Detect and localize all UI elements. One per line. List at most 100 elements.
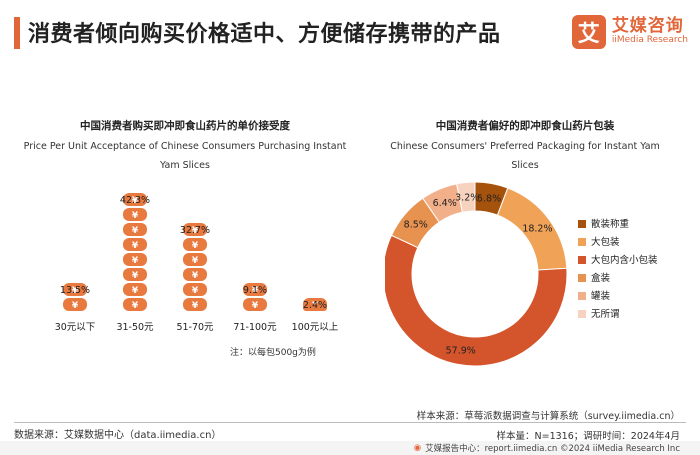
svg-text:¥: ¥	[192, 286, 199, 296]
footer-bar: ◉ 艾媒报告中心：report.iimedia.cn ©2024 iiMedia…	[0, 441, 700, 455]
bar-chart-subtitle: Price Per Unit Acceptance of Chinese Con…	[23, 141, 347, 171]
slice-value-label: 18.2%	[522, 224, 552, 235]
bar-value-label: 9.1%	[243, 285, 267, 296]
donut-slice-2	[385, 234, 568, 367]
svg-text:¥: ¥	[192, 226, 199, 236]
sample-source: 样本来源：草莓派数据调查与计算系统（survey.iimedia.cn）	[416, 411, 680, 422]
legend-label: 无所谓	[591, 308, 620, 320]
slice-value-label: 5.8%	[477, 193, 501, 204]
svg-text:¥: ¥	[192, 271, 199, 281]
footer-divider	[14, 422, 686, 423]
coin-icon: ¥	[183, 268, 207, 281]
svg-text:¥: ¥	[132, 286, 139, 296]
logo-en-text: iiMedia Research	[611, 35, 688, 46]
coin-icon: ¥	[123, 268, 147, 281]
svg-text:¥: ¥	[132, 241, 139, 251]
svg-text:¥: ¥	[132, 196, 139, 206]
page-title: 消费者倾向购买价格适中、方便储存携带的产品	[28, 22, 501, 47]
bar-value-label: 32.7%	[180, 225, 210, 236]
legend-item: 无所谓	[578, 308, 620, 320]
legend-label: 散装称重	[591, 218, 630, 230]
svg-text:¥: ¥	[192, 256, 199, 266]
bar-chart-title-block: 中国消费者购买即冲即食山药片的单价接受度 Price Per Unit Acce…	[20, 118, 350, 175]
sample-info: 样本量：N=1316；调研时间：2024年4月	[496, 431, 680, 442]
report-center-icon: ◉	[413, 443, 422, 453]
coin-icon: ¥	[123, 253, 147, 266]
coin-icon: ¥	[243, 298, 267, 311]
slice-value-label: 57.9%	[446, 346, 476, 357]
bar-value-label: 2.4%	[303, 300, 327, 311]
category-label: 51-70元	[176, 322, 214, 333]
svg-text:¥: ¥	[132, 271, 139, 281]
legend-swatch	[578, 220, 586, 228]
data-source: 数据来源：艾媒数据中心（data.iimedia.cn）	[14, 430, 222, 441]
title-accent-bar	[14, 17, 20, 49]
footer-bar-text: 艾媒报告中心：report.iimedia.cn ©2024 iiMedia R…	[425, 444, 680, 454]
donut-slice-5	[456, 181, 476, 213]
coin-icon: ¥	[183, 253, 207, 266]
legend-item: 大包内含小包装	[578, 254, 658, 266]
coin-icon: ¥	[63, 298, 87, 311]
legend-swatch	[578, 310, 586, 318]
coin-icon: ¥	[123, 238, 147, 251]
bar-chart-note: 注：以每包500g为例	[230, 348, 316, 358]
svg-text:¥: ¥	[72, 301, 79, 311]
slice-value-label: 6.4%	[433, 198, 457, 209]
svg-text:¥: ¥	[252, 301, 259, 311]
coin-icon: ¥	[63, 283, 87, 296]
price-acceptance-bar-chart: ¥¥13.5%30元以下¥¥¥¥¥¥¥¥42.3%31-50元¥¥¥¥¥¥32.…	[55, 193, 339, 333]
coin-icon: ¥	[123, 298, 147, 311]
svg-text:¥: ¥	[132, 301, 139, 311]
coin-icon: ¥	[243, 283, 267, 296]
coin-icon: ¥	[123, 223, 147, 236]
legend-label: 盒装	[591, 272, 611, 284]
legend-item: 散装称重	[578, 218, 630, 230]
bar-0: ¥¥	[63, 283, 87, 311]
svg-text:¥: ¥	[132, 256, 139, 266]
legend-swatch	[578, 238, 586, 246]
svg-text:¥: ¥	[192, 301, 199, 311]
logo-mark-icon: 艾	[571, 15, 606, 49]
coin-icon: ¥	[183, 238, 207, 251]
donut-chart-title-block: 中国消费者偏好的即冲即食山药片包装 Chinese Consumers' Pre…	[380, 118, 670, 175]
bar-1: ¥ ¥ ¥ ¥ ¥ ¥ ¥ ¥	[123, 193, 147, 311]
bar-2: ¥ ¥ ¥ ¥ ¥ ¥	[183, 223, 207, 311]
bar-chart-title: 中国消费者购买即冲即食山药片的单价接受度	[80, 120, 290, 132]
svg-text:¥: ¥	[252, 286, 259, 296]
category-label: 71-100元	[233, 322, 277, 333]
svg-text:¥: ¥	[132, 211, 139, 221]
slice-value-label: 3.2%	[455, 192, 479, 203]
iimedia-logo: 艾 艾媒咨询 iiMedia Research	[571, 10, 688, 54]
coin-icon: ¥	[183, 223, 207, 236]
legend-label: 大包内含小包装	[591, 254, 658, 266]
legend-swatch	[578, 292, 586, 300]
coin-icon: ¥	[183, 283, 207, 296]
svg-text:¥: ¥	[192, 241, 199, 251]
bar-3: ¥¥	[243, 283, 267, 311]
category-label: 31-50元	[116, 322, 154, 333]
legend-item: 罐装	[578, 290, 611, 302]
logo-cn-text: 艾媒咨询	[611, 16, 684, 37]
bar-4: ¥	[303, 298, 327, 311]
legend-item: 大包装	[578, 236, 620, 248]
donut-chart-subtitle: Chinese Consumers' Preferred Packaging f…	[390, 141, 660, 171]
legend-label: 大包装	[591, 236, 620, 248]
legend-item: 盒装	[578, 272, 611, 284]
legend-label: 罐装	[591, 290, 611, 302]
coin-icon	[303, 304, 327, 311]
bar-value-label: 13.5%	[60, 285, 90, 296]
category-label: 100元以上	[292, 322, 339, 333]
coin-icon: ¥	[123, 283, 147, 296]
coin-icon: ¥	[183, 298, 207, 311]
category-label: 30元以下	[55, 322, 96, 333]
coin-icon: ¥	[123, 193, 147, 206]
donut-chart-title: 中国消费者偏好的即冲即食山药片包装	[435, 120, 615, 132]
bar-value-label: 42.3%	[120, 195, 150, 206]
svg-text:¥: ¥	[72, 286, 79, 296]
svg-text:¥: ¥	[132, 226, 139, 236]
legend-swatch	[578, 274, 586, 282]
legend-swatch	[578, 256, 586, 264]
packaging-donut-chart: 5.8% 18.2% 57.9% 8.5% 6.4%3.2% 散装称重大包装大包内含小包装…	[385, 181, 658, 367]
coin-icon: ¥	[123, 208, 147, 221]
slice-value-label: 8.5%	[404, 220, 428, 231]
